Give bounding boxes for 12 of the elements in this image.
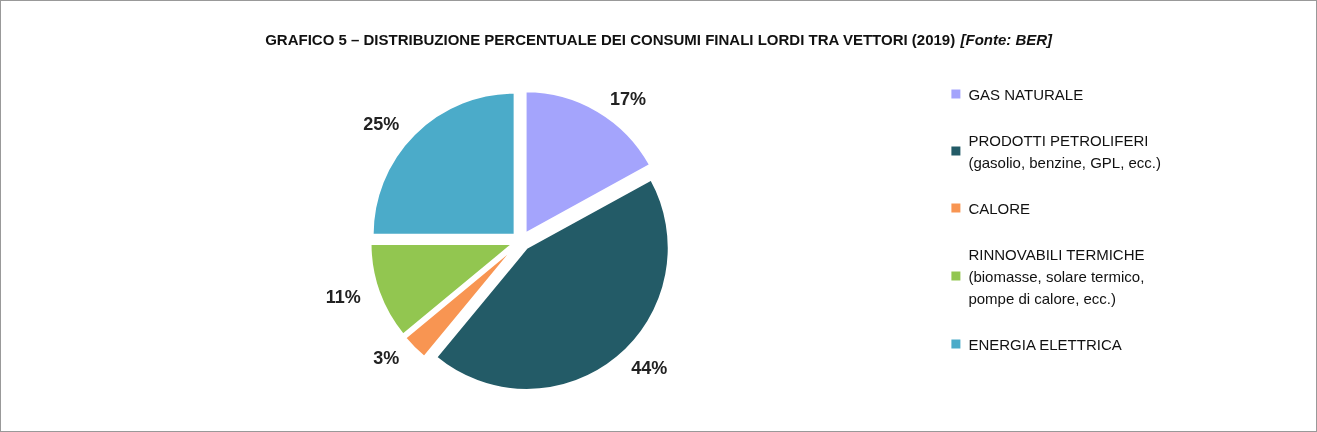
chart-title: GRAFICO 5 – DISTRIBUZIONE PERCENTUALE DEI CONSUMI FINALI LORDI TRA VETTORI (2019)	[265, 30, 956, 48]
legend-label: CALORE	[968, 199, 1031, 217]
legend-label: GAS NATURALE	[968, 85, 1084, 103]
data-label: 3%	[373, 347, 400, 368]
text: [Fonte: BER]	[959, 30, 1054, 48]
legend-label: RINNOVABILI TERMICHE (biomasse, solare termico, pompe di calore, ecc.)	[968, 245, 1145, 307]
data-label: 17%	[609, 88, 647, 109]
legend-label: ENERGIA ELETTRICA	[968, 335, 1122, 353]
data-label: 25%	[363, 114, 400, 135]
data-label: 11%	[325, 286, 361, 307]
legend-label: PRODOTTI PETROLIFERI (gasolio, benzine, GPL, ecc.)	[968, 131, 1162, 171]
data-label: 44%	[631, 358, 668, 379]
